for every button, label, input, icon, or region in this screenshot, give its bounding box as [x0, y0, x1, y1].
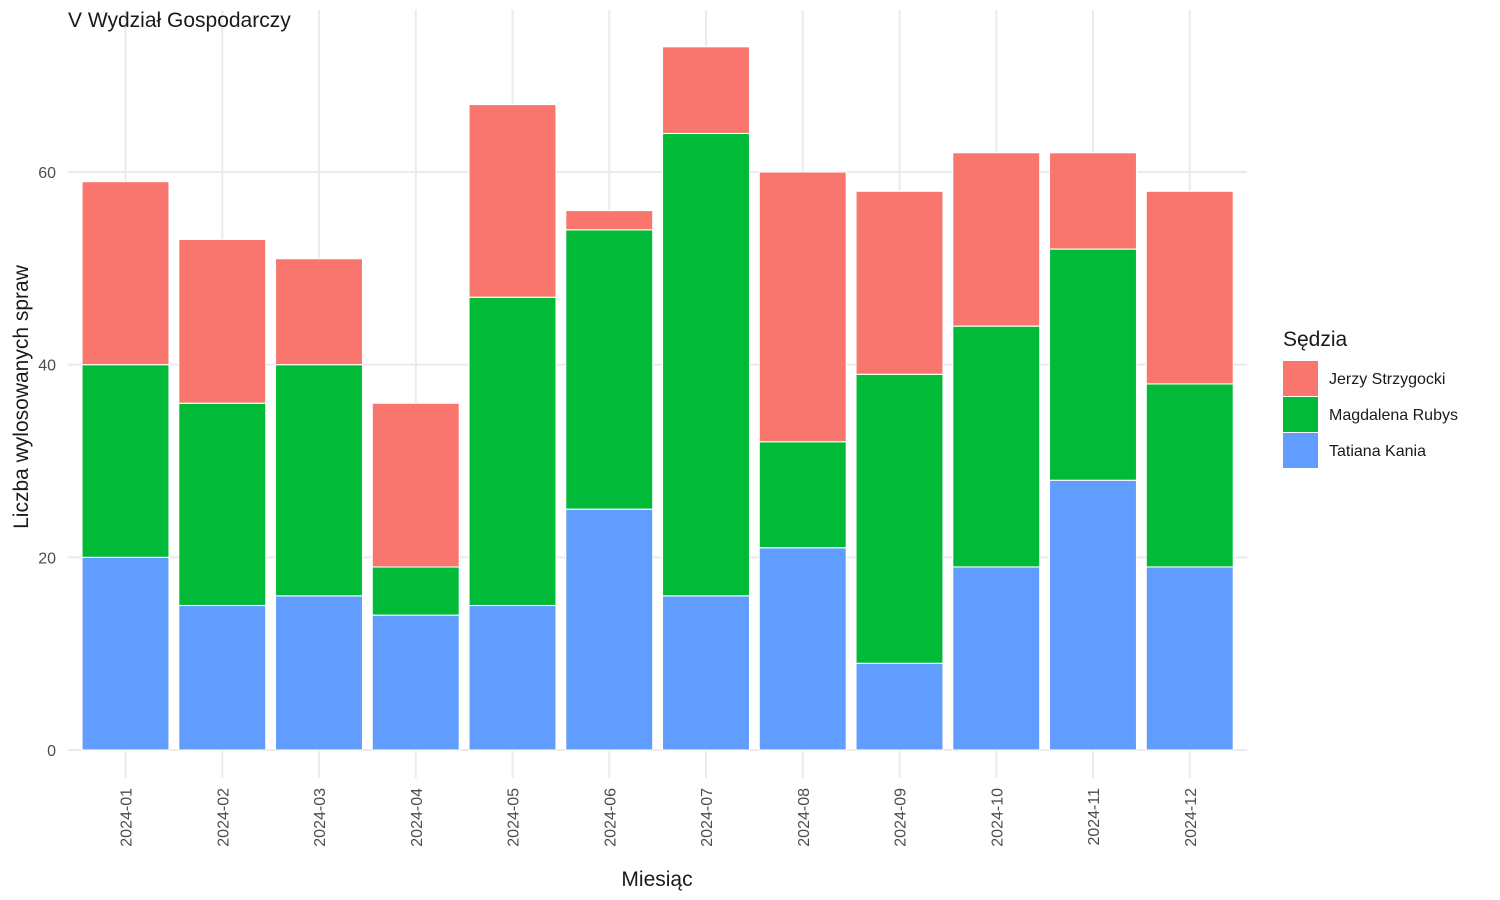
legend-label: Magdalena Rubys	[1329, 407, 1458, 424]
bars	[81, 46, 1234, 751]
y-tick-label: 0	[47, 743, 56, 760]
bar-segment	[468, 104, 557, 298]
legend-key	[1283, 433, 1318, 468]
bar-segment	[178, 604, 267, 751]
bar-segment	[565, 229, 654, 510]
bar-segment	[758, 441, 847, 549]
x-tick-label: 2024-06	[602, 788, 619, 847]
bar-segment	[81, 181, 170, 366]
bar-segment	[661, 132, 751, 597]
bar-segment	[661, 595, 751, 751]
legend: Sędzia Jerzy Strzygocki Magdalena Rubys Ta…	[1283, 328, 1458, 468]
bar-segment	[1145, 190, 1234, 385]
y-tick-label: 20	[38, 550, 56, 567]
bar-segment	[1145, 383, 1234, 568]
y-tick-label: 40	[38, 358, 56, 375]
bar-segment	[274, 595, 364, 751]
legend-key	[1283, 397, 1318, 432]
bar-segment	[1048, 248, 1138, 481]
bar-segment	[952, 325, 1041, 568]
bar-segment	[1145, 566, 1234, 751]
x-tick-label: 2024-12	[1183, 788, 1200, 847]
chart-title: V Wydział Gospodarczy	[68, 9, 291, 32]
x-tick-label: 2024-02	[215, 788, 232, 847]
bar-segment	[758, 171, 847, 443]
x-tick-label: 2024-09	[893, 788, 910, 847]
x-axis-ticks: 2024-01 2024-02 2024-03 2024-04 2024-05 2024-…	[119, 788, 1200, 847]
y-axis-ticks: 0 20 40 60	[38, 165, 56, 760]
bar-segment	[855, 662, 944, 751]
x-tick-label: 2024-03	[312, 788, 329, 847]
x-tick-label: 2024-10	[989, 788, 1006, 847]
bar-segment	[81, 556, 170, 751]
bar-segment	[1048, 152, 1138, 250]
x-axis-title: Miesiąc	[621, 868, 692, 891]
bar-segment	[468, 604, 557, 751]
x-tick-label: 2024-07	[699, 788, 716, 847]
bar-segment	[371, 566, 460, 616]
x-tick-label: 2024-01	[119, 788, 136, 847]
bar-segment	[565, 508, 654, 751]
bar-segment	[758, 547, 847, 751]
bar-segment	[855, 373, 944, 664]
bar-segment	[952, 566, 1041, 751]
x-tick-label: 2024-05	[506, 788, 523, 847]
y-axis-title: Liczba wylosowanych spraw	[10, 264, 33, 529]
y-tick-label: 60	[38, 165, 56, 182]
bar-segment	[81, 364, 170, 558]
bar-segment	[178, 238, 267, 404]
legend-key	[1283, 361, 1318, 396]
bar-segment	[274, 258, 364, 366]
legend-title: Sędzia	[1283, 328, 1348, 351]
bar-segment	[661, 46, 751, 135]
bar-segment	[178, 402, 267, 607]
bar-segment	[565, 209, 654, 231]
bar-segment	[468, 296, 557, 607]
bar-segment	[371, 402, 460, 568]
bar-segment	[952, 152, 1041, 327]
bar-segment	[274, 364, 364, 597]
x-tick-label: 2024-11	[1086, 788, 1103, 846]
bar-segment	[371, 614, 460, 751]
legend-label: Tatiana Kania	[1329, 443, 1426, 460]
x-tick-label: 2024-04	[409, 788, 426, 847]
bar-segment	[855, 190, 944, 375]
legend-label: Jerzy Strzygocki	[1329, 371, 1445, 388]
x-tick-label: 2024-08	[796, 788, 813, 847]
bar-segment	[1048, 479, 1138, 751]
